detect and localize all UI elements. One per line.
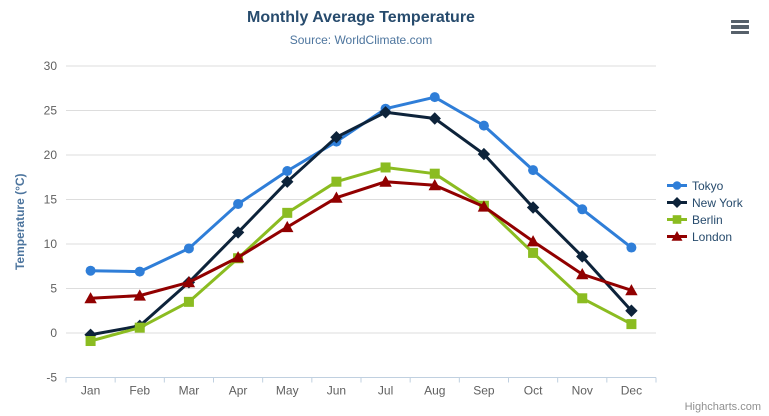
y-axis-label: 20 [44,148,58,162]
square-marker-icon [667,215,687,224]
data-point-tokyo-apr[interactable] [233,198,244,209]
hamburger-menu-icon [731,30,749,35]
x-axis-label: Jul [378,384,393,398]
data-point-new-york-aug[interactable] [428,112,441,125]
data-point-new-york-nov[interactable] [576,250,589,263]
x-axis-label: Oct [524,384,543,398]
data-point-new-york-dec[interactable] [625,304,638,317]
data-point-tokyo-nov[interactable] [577,204,588,215]
data-point-tokyo-aug[interactable] [429,92,440,103]
hamburger-menu-icon [731,25,749,29]
data-point-london-dec[interactable] [625,284,638,296]
chart-subtitle: Source: WorldClimate.com [289,33,433,47]
data-point-new-york-sep[interactable] [477,147,491,161]
data-point-london-oct[interactable] [526,235,540,247]
x-axis-label: May [276,384,299,398]
series-london [84,175,638,304]
legend-marker[interactable] [671,231,683,241]
series-tokyo [85,92,637,277]
data-point-new-york-apr[interactable] [231,226,245,239]
chart-title: Monthly Average Temperature [247,9,475,26]
x-axis-label: Mar [179,384,200,398]
data-point-new-york-oct[interactable] [526,201,540,214]
data-point-london-jul[interactable] [379,175,392,187]
legend-item-label: Berlin [692,212,723,227]
data-point-berlin-nov[interactable] [577,293,588,304]
export-menu-button[interactable] [729,16,753,38]
data-point-tokyo-jan[interactable] [85,265,96,276]
data-point-new-york-may[interactable] [281,175,294,188]
data-point-berlin-jan[interactable] [85,336,96,347]
data-point-tokyo-sep[interactable] [478,120,489,131]
x-axis-label: Apr [229,384,248,398]
series-line[interactable] [89,110,633,337]
hamburger-menu-icon [731,19,749,24]
data-point-new-york-jul[interactable] [379,106,392,119]
circle-marker-icon [667,181,687,190]
data-point-london-jan[interactable] [84,292,97,304]
data-point-berlin-aug[interactable] [429,168,440,179]
data-point-berlin-dec[interactable] [626,319,637,330]
data-point-berlin-mar[interactable] [183,296,194,307]
y-axis-label: 15 [44,193,58,207]
data-point-berlin-may[interactable] [282,207,293,218]
legend-marker[interactable] [672,215,682,224]
legend-item-london[interactable]: London [667,228,743,245]
legend-item-label: New York [692,195,743,210]
data-point-london-nov[interactable] [576,268,589,280]
data-point-tokyo-mar[interactable] [183,243,194,254]
legend-item-label: Tokyo [692,178,724,193]
data-point-london-apr[interactable] [231,251,245,263]
series-new-york [84,106,638,341]
legend-item-label: London [692,229,733,244]
y-axis-title: Temperature (°C) [13,173,27,270]
legend-item-tokyo[interactable]: Tokyo [667,177,743,194]
data-point-london-may[interactable] [281,220,294,233]
x-axis-label: Sep [473,384,495,398]
series-line[interactable] [89,180,633,300]
y-axis-label: 10 [44,237,58,251]
x-axis-label: Feb [129,384,150,398]
x-axis-label: Jan [81,384,100,398]
data-point-berlin-jun[interactable] [331,176,342,187]
data-point-berlin-jul[interactable] [380,162,391,173]
data-point-london-aug[interactable] [428,179,441,191]
y-axis-label: 30 [44,59,58,73]
x-axis-label: Nov [572,384,593,398]
x-axis-label: Dec [621,384,642,398]
data-point-london-mar[interactable] [182,276,196,288]
data-point-tokyo-oct[interactable] [528,165,539,176]
legend-item-berlin[interactable]: Berlin [667,211,743,228]
y-axis-label: -5 [46,371,57,385]
legend-item-new-york[interactable]: New York [667,194,743,211]
y-axis-label: 25 [44,104,58,118]
data-point-london-sep[interactable] [477,200,491,212]
diamond-marker-icon [667,197,687,208]
data-point-tokyo-dec[interactable] [626,242,637,253]
legend-marker[interactable] [671,197,683,208]
data-point-london-jun[interactable] [330,191,343,203]
y-axis-label: 0 [50,326,57,340]
data-point-berlin-feb[interactable] [134,322,145,333]
data-point-tokyo-feb[interactable] [134,266,145,277]
data-point-london-feb[interactable] [133,289,146,301]
credits-link[interactable]: Highcharts.com [684,401,761,413]
x-axis-label: Jun [327,384,346,398]
data-point-new-york-jun[interactable] [330,131,343,144]
legend-marker[interactable] [672,181,682,190]
series-line[interactable] [89,165,633,343]
legend: Tokyo New York Berlin London [667,177,743,245]
data-point-tokyo-may[interactable] [282,166,293,177]
x-axis-label: Aug [424,384,445,398]
data-point-berlin-oct[interactable] [528,247,539,258]
triangle-marker-icon [667,231,687,241]
y-axis-label: 5 [50,282,57,296]
